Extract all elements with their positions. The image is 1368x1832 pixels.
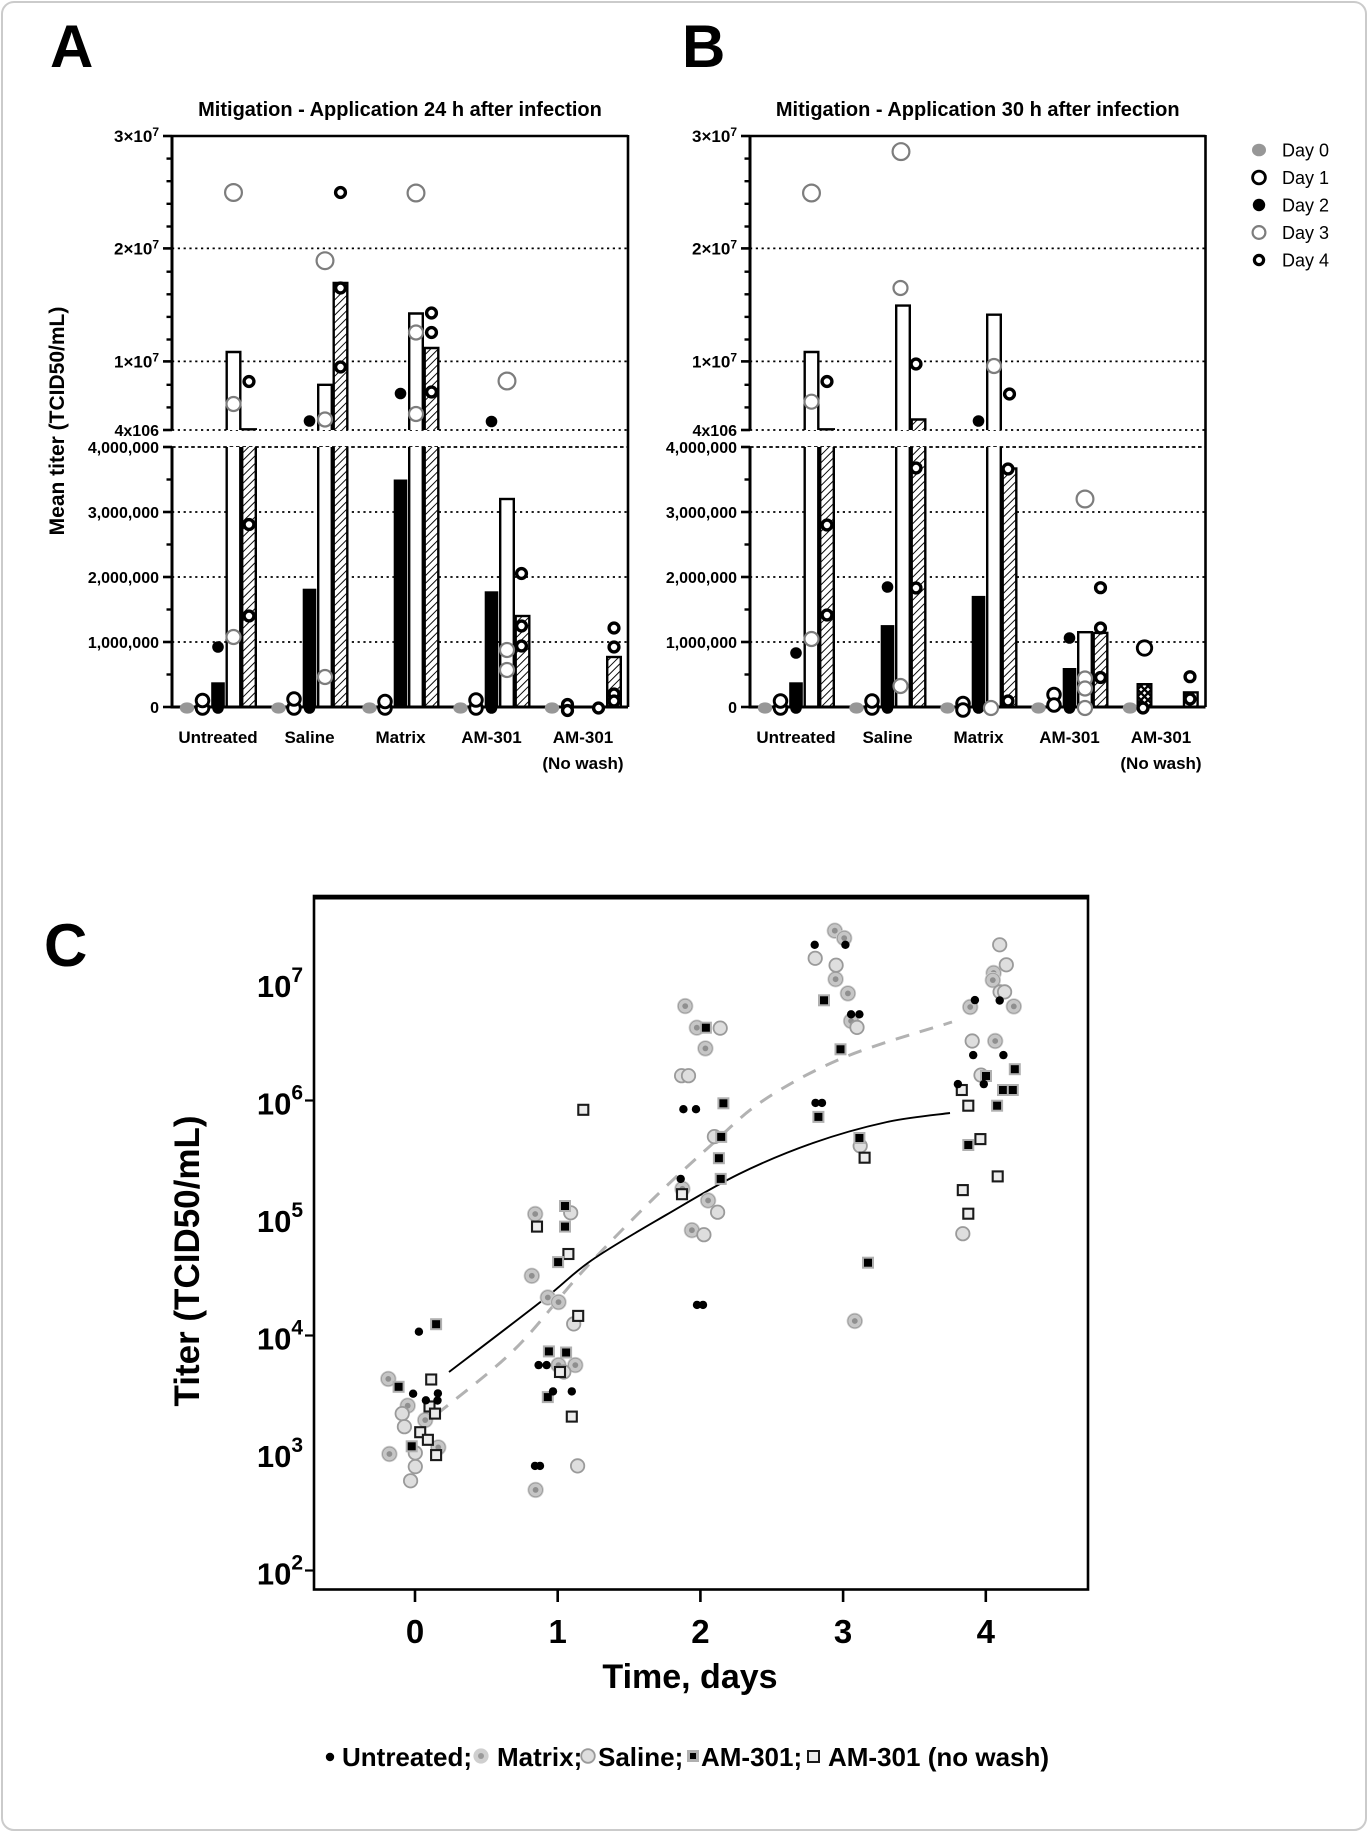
svg-text:Saline: Saline (284, 728, 334, 747)
svg-text:AM-301: AM-301 (553, 728, 613, 747)
svg-text:0: 0 (150, 700, 159, 717)
svg-text:Day 2: Day 2 (1282, 196, 1329, 216)
svg-text:3×107: 3×107 (692, 125, 737, 146)
svg-text:Titer (TCID50/mL): Titer (TCID50/mL) (168, 1115, 207, 1406)
svg-text:Saline: Saline (862, 728, 912, 747)
svg-text:3: 3 (834, 1613, 852, 1650)
svg-text:3,000,000: 3,000,000 (88, 505, 159, 522)
svg-text:Day 1: Day 1 (1282, 168, 1329, 188)
svg-text:(No wash): (No wash) (1120, 754, 1201, 773)
svg-text:A: A (50, 13, 93, 80)
svg-text:AM-301 (no wash): AM-301 (no wash) (828, 1742, 1049, 1772)
svg-text:1×107: 1×107 (692, 350, 737, 371)
svg-text:Matrix: Matrix (953, 728, 1004, 747)
svg-text:Day 3: Day 3 (1282, 223, 1329, 243)
svg-text:Day 0: Day 0 (1282, 141, 1329, 161)
svg-text:AM-301: AM-301 (461, 728, 521, 747)
svg-text:AM-301: AM-301 (1131, 728, 1191, 747)
svg-text:2×107: 2×107 (114, 237, 159, 258)
svg-text:4,000,000: 4,000,000 (88, 440, 159, 457)
svg-text:2,000,000: 2,000,000 (88, 570, 159, 587)
svg-text:Untreated;: Untreated; (342, 1742, 472, 1772)
svg-text:AM-301: AM-301 (1039, 728, 1099, 747)
svg-text:0: 0 (406, 1613, 424, 1650)
svg-text:2: 2 (691, 1613, 709, 1650)
svg-text:AM-301;: AM-301; (701, 1742, 802, 1772)
svg-text:1,000,000: 1,000,000 (88, 635, 159, 652)
svg-text:Saline;: Saline; (598, 1742, 683, 1772)
svg-text:Mitigation - Application 30 h: Mitigation - Application 30 h after infe… (776, 99, 1180, 121)
svg-text:4,000,000: 4,000,000 (666, 440, 737, 457)
svg-text:2,000,000: 2,000,000 (666, 570, 737, 587)
svg-text:Day 4: Day 4 (1282, 251, 1329, 271)
svg-text:Untreated: Untreated (756, 728, 835, 747)
svg-text:Mitigation - Application 24 h: Mitigation - Application 24 h after infe… (198, 99, 602, 121)
svg-text:(No wash): (No wash) (542, 754, 623, 773)
svg-text:3,000,000: 3,000,000 (666, 505, 737, 522)
svg-text:4x106: 4x106 (693, 423, 738, 440)
svg-text:Matrix;: Matrix; (497, 1742, 582, 1772)
svg-text:Untreated: Untreated (178, 728, 257, 747)
svg-text:Matrix: Matrix (375, 728, 426, 747)
svg-text:C: C (44, 912, 87, 979)
svg-text:3×107: 3×107 (114, 125, 159, 146)
svg-text:0: 0 (728, 700, 737, 717)
svg-text:Mean titer (TCID50/mL): Mean titer (TCID50/mL) (46, 307, 69, 536)
svg-text:Time, days: Time, days (602, 1658, 777, 1696)
svg-text:2×107: 2×107 (692, 237, 737, 258)
svg-text:1: 1 (549, 1613, 567, 1650)
svg-text:1×107: 1×107 (114, 350, 159, 371)
svg-text:4x106: 4x106 (115, 423, 160, 440)
svg-text:B: B (682, 13, 725, 80)
svg-text:1,000,000: 1,000,000 (666, 635, 737, 652)
svg-text:4: 4 (977, 1613, 996, 1650)
